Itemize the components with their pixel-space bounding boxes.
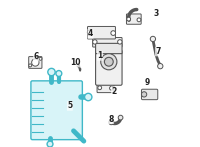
Circle shape xyxy=(93,40,97,44)
Circle shape xyxy=(104,57,113,66)
Circle shape xyxy=(98,86,102,90)
Circle shape xyxy=(39,57,42,60)
FancyBboxPatch shape xyxy=(126,14,141,24)
Circle shape xyxy=(87,30,92,35)
Circle shape xyxy=(48,68,55,76)
FancyBboxPatch shape xyxy=(31,81,82,140)
Circle shape xyxy=(32,59,39,66)
Circle shape xyxy=(127,17,131,21)
Text: 9: 9 xyxy=(144,78,150,87)
Circle shape xyxy=(150,36,156,42)
FancyBboxPatch shape xyxy=(97,83,114,93)
Circle shape xyxy=(137,18,141,22)
Text: 10: 10 xyxy=(70,58,81,67)
Circle shape xyxy=(101,54,117,70)
Circle shape xyxy=(110,86,113,90)
Circle shape xyxy=(111,31,116,35)
Circle shape xyxy=(141,92,147,97)
Circle shape xyxy=(85,93,92,101)
Text: 4: 4 xyxy=(88,29,93,38)
Circle shape xyxy=(118,115,123,120)
Circle shape xyxy=(158,64,163,69)
FancyBboxPatch shape xyxy=(29,57,42,68)
Circle shape xyxy=(47,141,53,147)
Circle shape xyxy=(29,64,32,67)
Text: 5: 5 xyxy=(67,101,72,110)
Text: 8: 8 xyxy=(108,115,114,124)
Circle shape xyxy=(118,40,122,44)
FancyBboxPatch shape xyxy=(141,89,158,100)
Circle shape xyxy=(56,71,62,76)
FancyBboxPatch shape xyxy=(88,26,115,39)
FancyBboxPatch shape xyxy=(96,50,122,85)
FancyBboxPatch shape xyxy=(96,43,122,54)
Text: 6: 6 xyxy=(33,52,39,61)
Text: 1: 1 xyxy=(97,51,103,60)
Text: 2: 2 xyxy=(111,87,117,96)
Text: 7: 7 xyxy=(155,47,161,56)
FancyBboxPatch shape xyxy=(93,37,122,47)
Text: 3: 3 xyxy=(154,9,159,18)
Circle shape xyxy=(109,120,114,125)
